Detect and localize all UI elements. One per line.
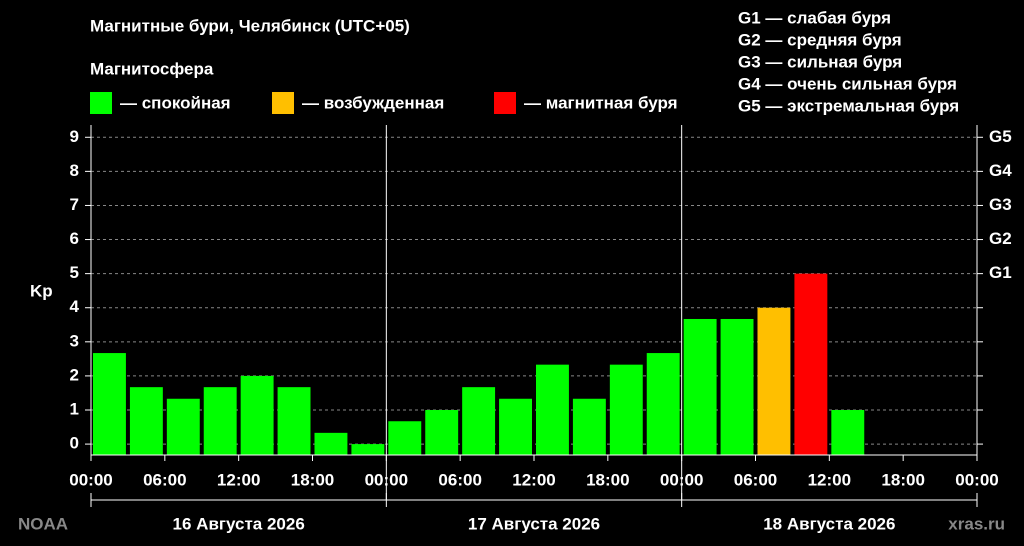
x-tick-label: 12:00 <box>808 470 851 489</box>
y2-tick-label: G3 <box>989 195 1012 214</box>
chart-title: Магнитные бури, Челябинск (UTC+05) <box>90 16 410 35</box>
bar <box>314 432 348 455</box>
x-tick-label: 18:00 <box>881 470 924 489</box>
legend-swatch <box>494 92 516 114</box>
bar <box>277 387 311 455</box>
bar <box>203 387 237 455</box>
bar <box>93 353 126 455</box>
y2-tick-label: G1 <box>989 263 1012 282</box>
x-tick-label: 00:00 <box>955 470 998 489</box>
bar <box>425 410 459 455</box>
day-label: 18 Августа 2026 <box>763 514 895 533</box>
bar <box>536 364 569 455</box>
y-tick-label: 6 <box>70 229 79 248</box>
source: NOAA <box>18 514 68 533</box>
day-label: 17 Августа 2026 <box>468 514 600 533</box>
bar <box>609 364 643 455</box>
x-tick-label: 06:00 <box>734 470 777 489</box>
bar <box>166 398 200 455</box>
bar <box>572 398 606 455</box>
bar <box>351 444 385 455</box>
y-tick-label: 5 <box>70 263 79 282</box>
storm-scale-label: G2 — средняя буря <box>738 30 902 49</box>
y-axis-label: Kp <box>30 281 53 300</box>
y2-tick-label: G5 <box>989 127 1012 146</box>
legend-label: — спокойная <box>120 93 231 112</box>
y-tick-label: 8 <box>70 161 79 180</box>
y-tick-label: 7 <box>70 195 79 214</box>
storm-scale-label: G1 — слабая буря <box>738 8 891 27</box>
bar <box>129 387 163 455</box>
bar <box>240 375 274 455</box>
legend-swatch <box>90 92 112 114</box>
y-tick-label: 3 <box>70 331 79 350</box>
x-tick-label: 12:00 <box>512 470 555 489</box>
bar <box>757 307 791 455</box>
y-tick-label: 0 <box>70 434 79 453</box>
bar <box>794 273 828 455</box>
x-tick-label: 00:00 <box>69 470 112 489</box>
x-tick-label: 18:00 <box>291 470 334 489</box>
legend-swatch <box>272 92 294 114</box>
y-tick-label: 4 <box>70 297 80 316</box>
bar <box>646 353 680 455</box>
legend-title: Магнитосфера <box>90 59 214 78</box>
bar <box>462 387 496 455</box>
x-tick-label: 06:00 <box>143 470 186 489</box>
y-tick-label: 9 <box>70 127 79 146</box>
y-tick-label: 1 <box>70 399 79 418</box>
bar <box>683 318 717 455</box>
legend-label: — возбужденная <box>302 93 444 112</box>
site: xras.ru <box>948 514 1005 533</box>
legend-label: — магнитная буря <box>524 93 678 112</box>
storm-scale-label: G5 — экстремальная буря <box>738 96 959 115</box>
x-tick-label: 12:00 <box>217 470 260 489</box>
y-tick-label: 2 <box>70 365 79 384</box>
bar <box>720 318 754 455</box>
x-tick-label: 06:00 <box>438 470 481 489</box>
storm-scale-label: G4 — очень сильная буря <box>738 74 957 93</box>
x-tick-label: 18:00 <box>586 470 629 489</box>
bar <box>499 398 532 455</box>
day-label: 16 Августа 2026 <box>173 514 305 533</box>
y2-tick-label: G2 <box>989 229 1012 248</box>
bar <box>831 410 865 455</box>
storm-scale-label: G3 — сильная буря <box>738 52 902 71</box>
y2-tick-label: G4 <box>989 161 1012 180</box>
bar <box>388 421 422 455</box>
